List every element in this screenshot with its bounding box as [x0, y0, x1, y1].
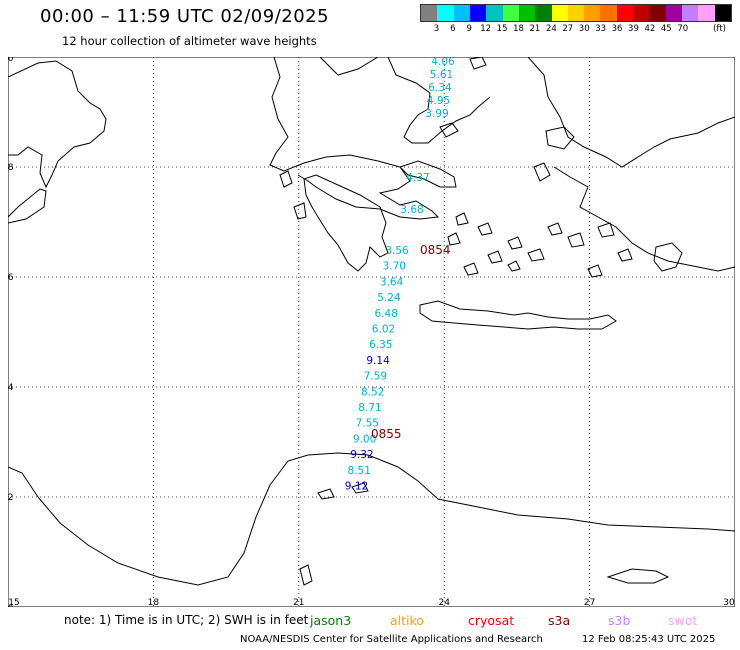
wave-height-value: 4.37 — [406, 172, 429, 184]
wave-height-value: 7.55 — [356, 418, 379, 430]
wave-height-value: 4.95 — [427, 95, 450, 107]
wave-height-value: 6.35 — [369, 339, 392, 351]
wave-height-value: 5.24 — [377, 292, 401, 304]
lat-label: 30 — [8, 604, 14, 607]
legend-swatch — [665, 5, 682, 21]
legend-swatch — [698, 5, 715, 21]
pass-time-label: 0854 — [420, 243, 451, 257]
legend-swatch — [714, 5, 731, 21]
footer-timestamp: 12 Feb 08:25:43 UTC 2025 — [582, 634, 716, 645]
wave-height-value: 8.71 — [358, 402, 381, 414]
legend-swatch — [518, 5, 536, 21]
wave-height-value: 4.06 — [431, 57, 455, 68]
satellite-label-s3b: s3b — [608, 613, 631, 628]
legend-swatch — [502, 5, 519, 21]
legend-swatch — [600, 5, 617, 21]
legend-tick-label: 30 — [578, 24, 590, 34]
legend-swatch — [616, 5, 634, 21]
legend-tick-label: 15 — [496, 24, 508, 34]
legend-tick-labels: 3 6 9 12 15 18 21 24 27 30 33 36 39 42 45 70 (ft) — [420, 22, 732, 36]
wave-height-value: 9.14 — [366, 355, 390, 367]
wave-height-value: 5.61 — [430, 69, 453, 81]
legend-tick-label: 18 — [513, 24, 524, 34]
coastlines — [8, 57, 735, 586]
wave-height-value: 8.52 — [361, 386, 384, 398]
wave-height-map: 15 18 21 24 27 30 40 38 36 34 32 30 4.065.616.344.9… — [8, 57, 735, 607]
legend-swatch — [535, 5, 552, 21]
lon-label: 24 — [438, 598, 450, 607]
satellite-label-jason3: jason3 — [310, 613, 352, 628]
legend-swatch — [486, 5, 503, 21]
pass-time-label: 0855 — [371, 427, 402, 441]
wave-height-value: 3.68 — [400, 204, 423, 216]
lat-label: 32 — [8, 493, 13, 503]
legend-tick-label: 36 — [611, 24, 623, 34]
wave-height-value: 9.00 — [353, 433, 376, 445]
footer-note: note: 1) Time is in UTC; 2) SWH is in fe… — [64, 613, 309, 627]
legend-swatch — [551, 5, 568, 21]
map-subtitle: 12 hour collection of altimeter wave hei… — [62, 34, 317, 48]
wave-height-value: 7.59 — [364, 371, 387, 383]
legend-swatch — [437, 5, 454, 21]
legend-tick-label: 27 — [562, 24, 574, 34]
wave-height-value: 6.02 — [372, 324, 395, 336]
wave-height-value: 3.99 — [425, 108, 448, 120]
lat-label: 40 — [8, 57, 14, 64]
wave-height-value: 3.56 — [385, 245, 409, 257]
lon-label: 18 — [148, 598, 160, 607]
legend-tick-label: 24 — [545, 24, 557, 34]
altimeter-track-values: 4.065.616.344.953.99 4.37 3.68 3.56 3.70 3.64… — [345, 57, 455, 493]
lon-label: 30 — [723, 598, 735, 607]
lat-label: 38 — [8, 163, 14, 173]
legend-tick-label: 70 — [677, 24, 689, 34]
color-legend: 3 6 9 12 15 18 21 24 27 30 33 36 39 42 45 70 (ft) — [420, 4, 732, 40]
legend-tick-label: 42 — [644, 24, 656, 34]
legend-tick-label: 33 — [595, 24, 607, 34]
wave-height-value: 9.12 — [345, 481, 368, 493]
wave-height-value: 3.64 — [380, 276, 404, 288]
wave-height-value: 6.34 — [428, 82, 452, 94]
legend-tick-label: 12 — [480, 24, 492, 34]
legend-unit: (ft) — [713, 24, 726, 34]
lat-lon-axis-labels: 15 18 21 24 27 30 40 38 36 34 32 30 — [8, 57, 735, 607]
legend-swatch — [633, 5, 650, 21]
legend-swatch — [453, 5, 470, 21]
legend-swatch — [682, 5, 699, 21]
satellite-label-altiko: altiko — [390, 613, 424, 628]
map-title: 00:00 – 11:59 UTC 02/09/2025 — [40, 6, 330, 27]
legend-swatch — [421, 5, 438, 21]
lon-label: 27 — [584, 598, 595, 607]
footer-credit: NOAA/NESDIS Center for Satellite Applica… — [240, 634, 543, 645]
legend-swatch — [567, 5, 585, 21]
legend-tick-label: 45 — [660, 24, 672, 34]
wave-height-value: 6.48 — [375, 308, 398, 320]
legend-swatch — [649, 5, 666, 21]
legend-tick-label: 6 — [450, 24, 456, 34]
legend-swatch — [469, 5, 487, 21]
wave-height-value: 8.51 — [348, 465, 371, 477]
legend-color-bar — [420, 4, 732, 22]
lat-label: 36 — [8, 273, 14, 283]
lon-label: 21 — [293, 598, 304, 607]
legend-tick-label: 39 — [628, 24, 639, 34]
pass-time-labels: 0854 0855 — [371, 243, 451, 441]
wave-height-value: 3.70 — [383, 261, 406, 273]
wave-height-value: 9.32 — [350, 449, 373, 461]
legend-tick-label: 3 — [433, 24, 440, 34]
satellite-label-s3a: s3a — [548, 613, 571, 628]
legend-tick-label: 21 — [529, 24, 541, 34]
lon-label: 15 — [8, 598, 19, 607]
legend-tick-label: 9 — [466, 24, 472, 34]
lat-label: 34 — [8, 383, 14, 393]
satellite-label-cryosat: cryosat — [468, 613, 515, 628]
legend-swatch — [584, 5, 601, 21]
satellite-label-swot: swot — [668, 613, 698, 628]
